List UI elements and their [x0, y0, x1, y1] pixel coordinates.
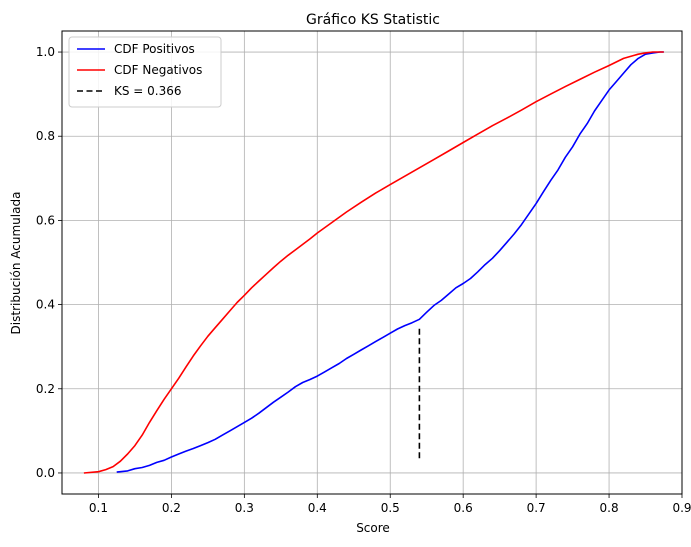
x-tick-label: 0.4 [308, 501, 327, 515]
plot-frame [61, 30, 683, 495]
legend-label: CDF Negativos [114, 63, 202, 77]
legend-label: KS = 0.366 [114, 84, 182, 98]
y-tick-label: 0.2 [36, 382, 55, 396]
legend-box [68, 36, 222, 108]
y-tick-label: 1.0 [36, 45, 55, 59]
y-tick-label: 0.4 [36, 298, 55, 312]
y-tick-label: 0.8 [36, 129, 55, 143]
y-tick-label: 0.0 [36, 466, 55, 480]
y-axis-ticks: 0.0 0.2 0.4 0.6 0.8 1.0 [36, 45, 62, 480]
chart-title: Gráfico KS Statistic [306, 12, 440, 28]
x-tick-label: 0.2 [162, 501, 181, 515]
y-axis-label: Distribución Acumulada [9, 192, 23, 335]
x-tick-label: 0.9 [672, 501, 691, 515]
legend: CDF Positivos CDF Negativos KS = 0.366 [68, 36, 222, 108]
legend-label: CDF Positivos [114, 42, 195, 56]
series-lines [83, 51, 664, 474]
y-tick-label: 0.6 [36, 213, 55, 227]
x-tick-label: 0.6 [454, 501, 473, 515]
x-tick-label: 0.1 [89, 501, 108, 515]
x-tick-label: 0.8 [600, 501, 619, 515]
x-tick-label: 0.7 [527, 501, 546, 515]
x-tick-label: 0.5 [381, 501, 400, 515]
x-axis-ticks: 0.1 0.2 0.3 0.4 0.5 0.6 0.7 0.8 0.9 [89, 494, 691, 515]
x-axis-label: Score [356, 521, 390, 535]
series-line-0 [116, 51, 664, 473]
x-tick-label: 0.3 [235, 501, 254, 515]
series-line-1 [83, 51, 664, 474]
